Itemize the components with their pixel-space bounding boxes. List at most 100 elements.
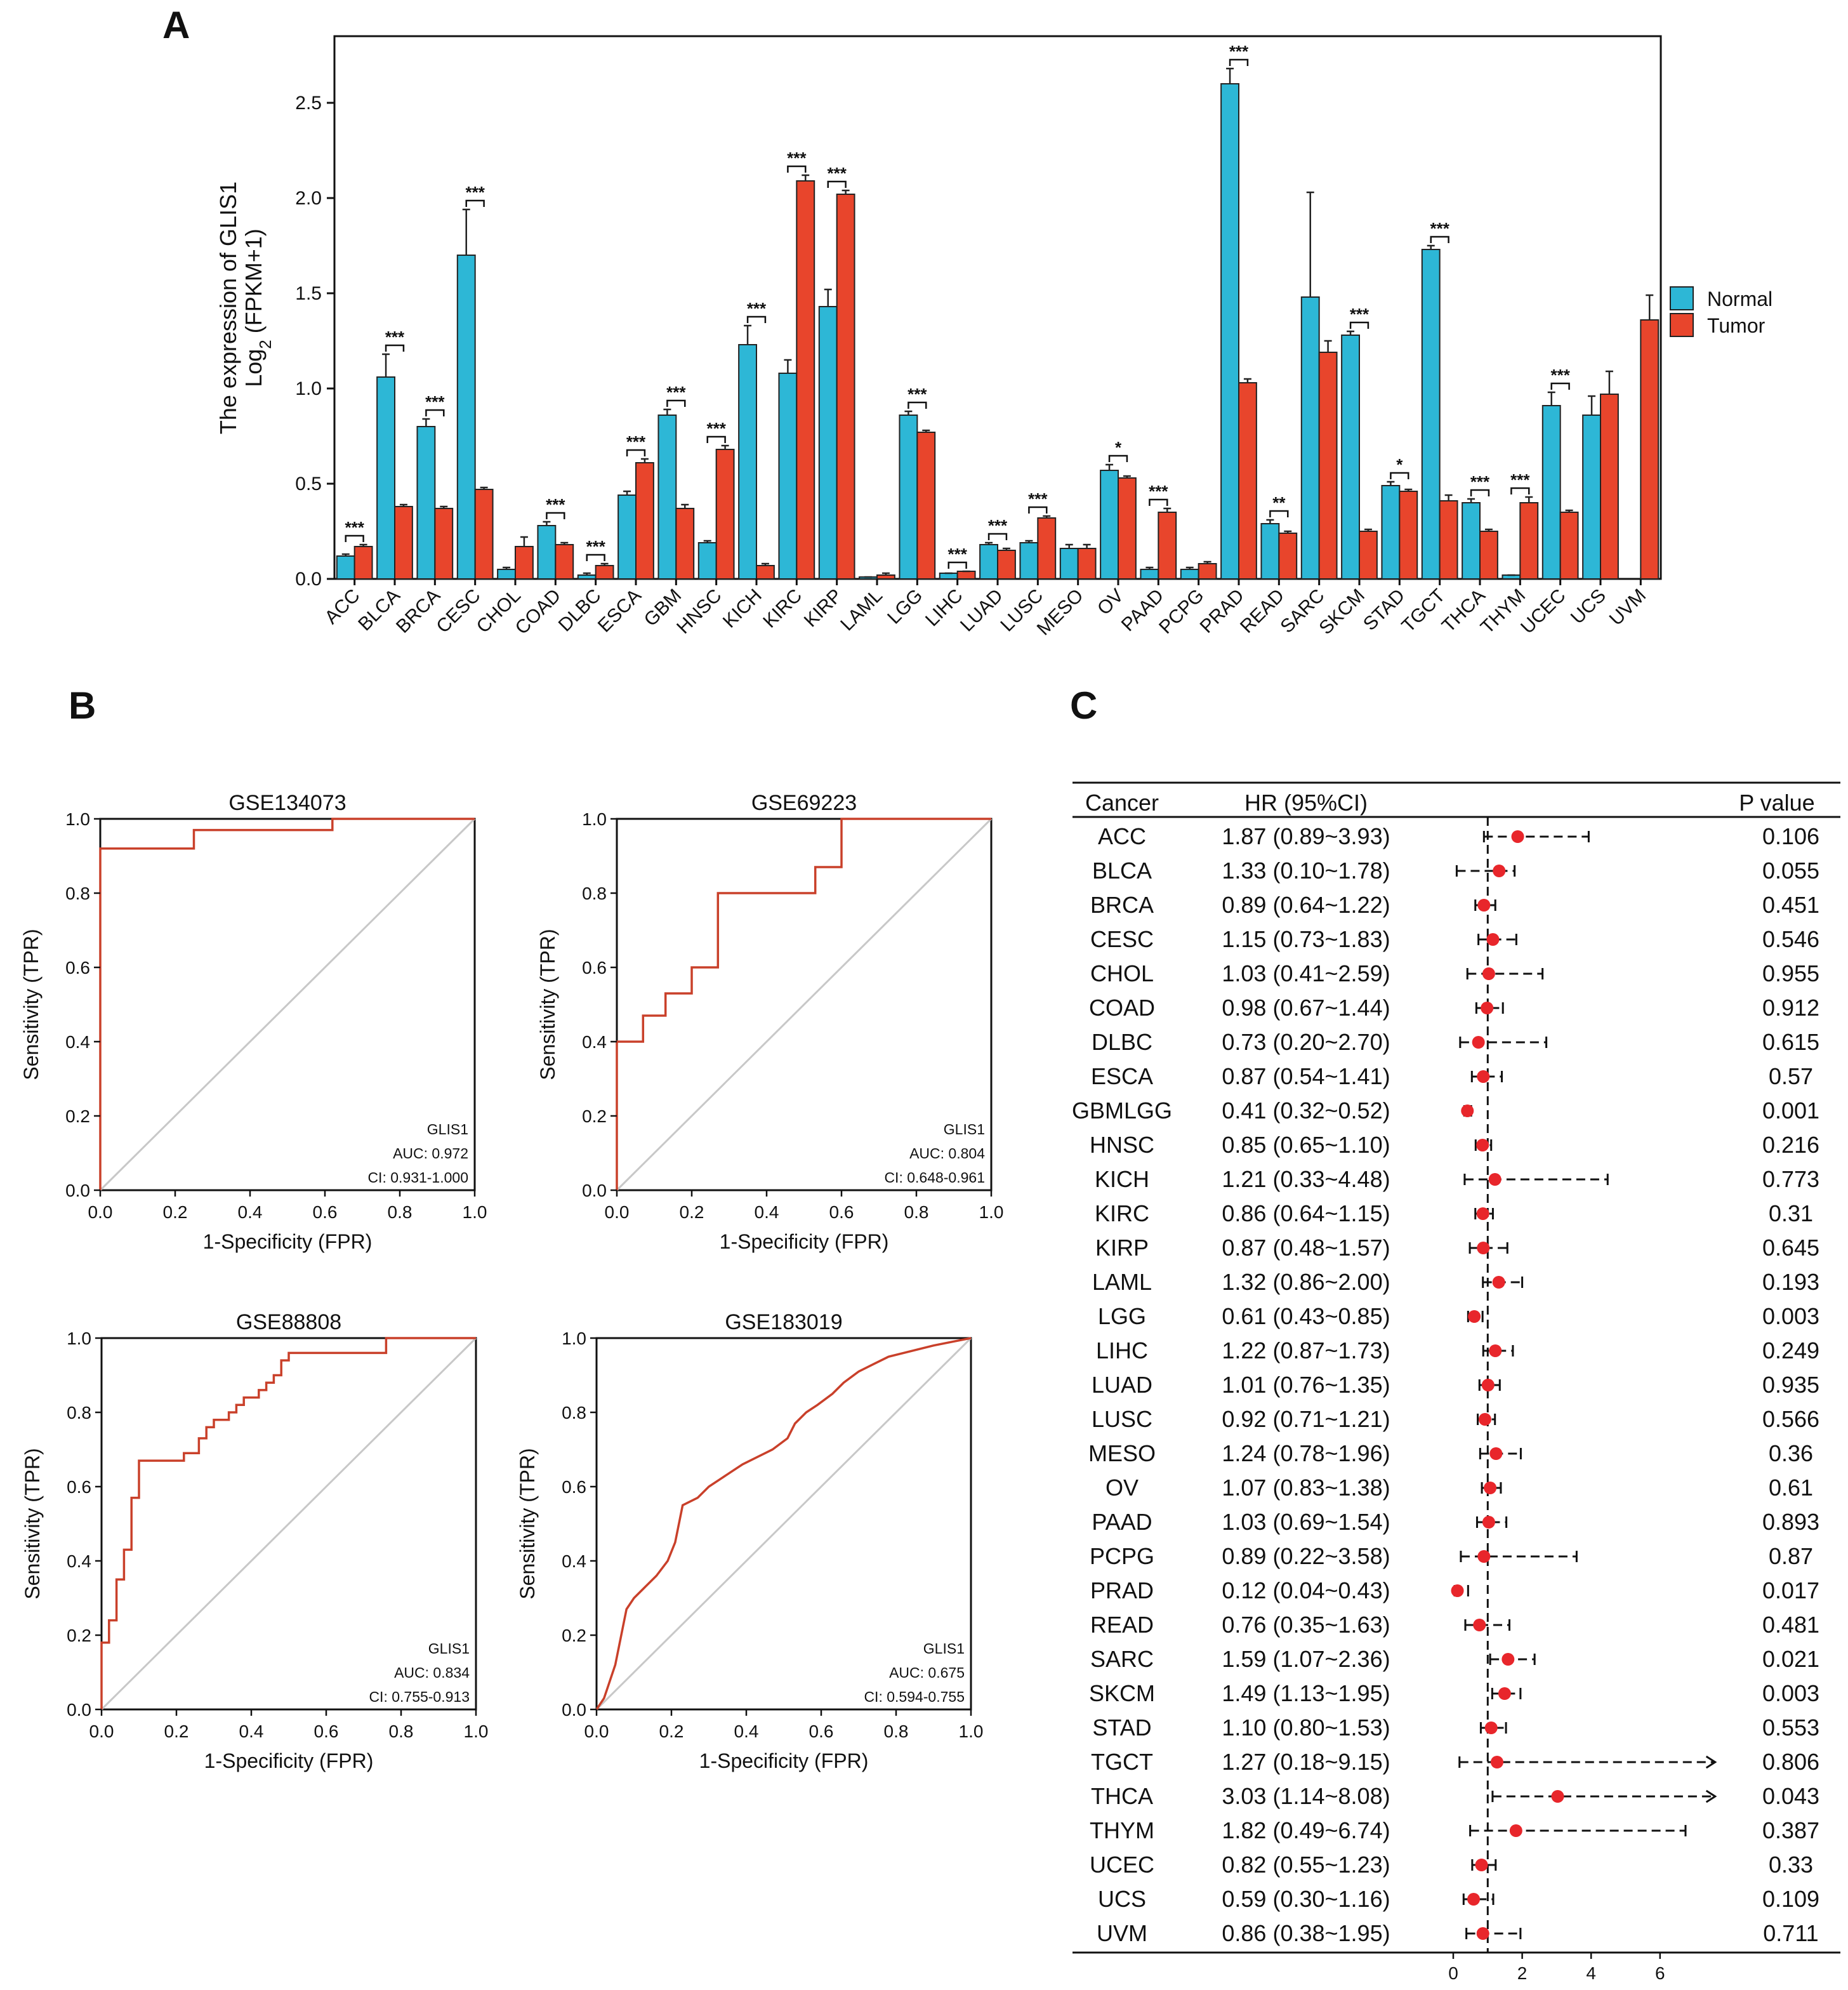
forest-p-value: 0.055	[1762, 858, 1819, 884]
bar-normal	[697, 542, 717, 580]
forest-hr-point	[1492, 1276, 1505, 1289]
forest-hr-text: 0.86 (0.64~1.15)	[1222, 1200, 1390, 1226]
forest-cancer-label: TGCT	[1091, 1749, 1153, 1775]
forest-cancer-label: SKCM	[1089, 1680, 1155, 1706]
significance-stars: ***	[747, 299, 767, 318]
bar-normal	[1462, 502, 1481, 580]
forest-hr-point	[1493, 865, 1506, 877]
roc-x-tick-label: 0.6	[809, 1721, 834, 1741]
forest-hr-text: 0.87 (0.48~1.57)	[1222, 1235, 1390, 1261]
roc-x-tick-label: 0.4	[239, 1721, 264, 1741]
x-tick-label: UVM	[1606, 585, 1650, 630]
forest-ci-arrow	[1705, 1755, 1717, 1769]
forest-p-value: 0.546	[1762, 926, 1819, 952]
forest-p-value: 0.87	[1769, 1543, 1813, 1569]
bar-tumor	[1118, 477, 1137, 580]
forest-x-tick-label: 4	[1586, 1963, 1596, 1983]
roc-frame	[616, 818, 993, 1191]
forest-cancer-label: PRAD	[1090, 1577, 1154, 1603]
roc-plot-gse134073: GSE134073 0.0 0.0 0.2 0.2 0.4 0.4 0.6 0.6 0.8 0.8 1…	[20, 791, 487, 1253]
forest-cancer-label: LGG	[1098, 1303, 1146, 1329]
roc-annotation: AUC: 0.834	[394, 1664, 470, 1681]
forest-hr-text: 3.03 (1.14~8.08)	[1222, 1783, 1390, 1809]
bar-tumor	[756, 565, 775, 580]
forest-cancer-label: UCS	[1098, 1886, 1146, 1912]
bar-normal	[899, 415, 918, 580]
forest-cancer-label: LIHC	[1096, 1337, 1148, 1363]
bar-chart-panel-a: 0.00.51.01.52.02.5 *********************…	[215, 35, 1772, 639]
significance-stars: ***	[546, 495, 565, 514]
forest-hr-point	[1473, 1619, 1486, 1631]
forest-hr-text: 0.73 (0.20~2.70)	[1222, 1029, 1390, 1055]
forest-hr-text: 0.92 (0.71~1.21)	[1222, 1406, 1390, 1432]
significance-stars: ***	[385, 328, 405, 347]
roc-x-tick-label: 1.0	[463, 1202, 487, 1222]
bar-chart-frame	[333, 35, 1662, 580]
roc-annotation: CI: 0.931-1.000	[367, 1169, 468, 1186]
roc-y-tick-label: 0.4	[67, 1551, 91, 1571]
forest-hr-text: 1.33 (0.10~1.78)	[1222, 858, 1390, 884]
forest-hr-point	[1477, 1550, 1491, 1563]
significance-bracket	[465, 199, 485, 207]
bar-normal	[456, 255, 476, 580]
forest-hr-text: 1.59 (1.07~2.36)	[1222, 1646, 1390, 1672]
bar-tumor	[1158, 512, 1177, 580]
roc-curve	[595, 1337, 972, 1710]
roc-x-tick-label: 0.6	[829, 1202, 854, 1222]
forest-hr-point	[1472, 1036, 1485, 1049]
x-tick-label: LGG	[883, 585, 927, 628]
x-tick-label: OV	[1093, 585, 1128, 620]
forest-hr-point	[1476, 1139, 1489, 1151]
bar-tumor	[836, 194, 855, 580]
bar-tumor	[1077, 548, 1097, 580]
forest-cancer-label: KICH	[1095, 1166, 1149, 1192]
x-tick-label: LUAD	[956, 585, 1007, 636]
roc-y-tick-label: 0.8	[65, 884, 90, 903]
significance-stars: **	[1272, 493, 1286, 512]
roc-y-axis-label: Sensitivity (TPR)	[536, 929, 559, 1080]
significance-bracket	[385, 344, 405, 352]
bar-tumor	[1318, 352, 1338, 580]
bar-chart-bars: ****************************************…	[336, 42, 1660, 580]
forest-hr-text: 0.76 (0.35~1.63)	[1222, 1612, 1390, 1638]
roc-x-tick-label: 0.0	[605, 1202, 630, 1222]
forest-cancer-label: THCA	[1091, 1783, 1153, 1809]
significance-stars: ***	[1430, 219, 1449, 238]
forest-hr-text: 0.87 (0.54~1.41)	[1222, 1063, 1390, 1089]
significance-bracket	[1108, 454, 1128, 462]
significance-bracket	[1149, 498, 1168, 506]
x-tick-label: DLBC	[555, 585, 605, 636]
forest-x-tick-label: 0	[1448, 1963, 1458, 1983]
roc-diagonal	[595, 1337, 972, 1711]
roc-annotation: GLIS1	[428, 1640, 470, 1657]
significance-bracket	[1430, 235, 1449, 243]
roc-y-tick-label: 0.8	[67, 1403, 91, 1423]
roc-x-tick-label: 0.0	[88, 1202, 113, 1222]
roc-curve	[99, 818, 475, 1190]
roc-diagonal	[100, 1337, 477, 1711]
bar-normal	[1220, 83, 1239, 580]
roc-x-tick-label: 0.2	[163, 1202, 188, 1222]
bar-chart-x-axis: ACCBLCABRCACESCCHOLCOADDLBCESCAGBMHNSCKI…	[320, 579, 1650, 639]
bar-chart-legend: Normal Tumor	[1670, 286, 1772, 337]
forest-hr-text: 1.03 (0.41~2.59)	[1222, 960, 1390, 986]
significance-bracket	[586, 554, 605, 561]
x-tick-label: ESCA	[594, 585, 645, 637]
forest-hr-point	[1468, 1310, 1481, 1323]
forest-hr-text: 1.49 (1.13~1.95)	[1222, 1680, 1390, 1706]
forest-hr-text: 1.27 (0.18~9.15)	[1222, 1749, 1390, 1775]
bar-normal	[818, 306, 838, 580]
forest-hr-point	[1482, 967, 1495, 980]
roc-y-tick-label: 0.2	[582, 1106, 607, 1126]
forest-cancer-label: CHOL	[1090, 960, 1154, 986]
bar-chart-y-label-line2: Log2 (FPKM+1)	[241, 229, 275, 387]
forest-p-value: 0.451	[1762, 892, 1819, 918]
forest-p-value: 0.893	[1762, 1509, 1819, 1535]
significance-bracket	[1550, 382, 1570, 390]
significance-stars: ***	[1028, 489, 1048, 508]
forest-p-value: 0.553	[1762, 1715, 1819, 1741]
bar-tumor	[1640, 319, 1660, 580]
x-tick-label: LAML	[836, 585, 887, 635]
x-tick-label: READ	[1236, 585, 1288, 637]
bar-normal	[617, 494, 637, 580]
